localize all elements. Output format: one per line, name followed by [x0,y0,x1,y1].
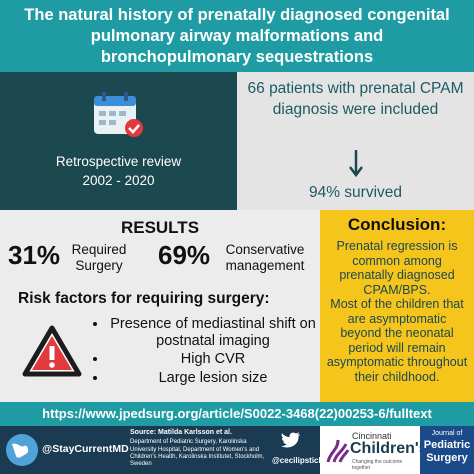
journal-name: Surgery [426,452,468,464]
globe-icon [6,434,38,466]
affiliation: Department of Pediatric Surgery, Karolin… [130,439,265,468]
stat-value: 69% [158,240,211,270]
conclusion-heading: Conclusion: [347,215,447,234]
risk-list: Presence of mediastinal shift on postnat… [88,316,318,388]
patients-panel: 66 patients with prenatal CPAM diagnosis… [237,72,474,210]
header: The natural history of prenatally diagno… [0,0,474,72]
conclusion-text: Most of the children that are asymptomat… [326,297,468,384]
risk-heading: Risk factors for requiring surgery: [18,290,270,307]
survival: 94% survived [308,184,403,201]
hospital-name: Children's [350,440,428,457]
footer: @StayCurrentMD Source: Matilda Karlsson … [0,426,474,474]
title: The natural history of prenatally diagno… [24,6,450,66]
twitter-handle: @cecilipstick [272,456,323,465]
patients-text: 66 patients with prenatal CPAM diagnosis… [247,80,464,118]
study-design: Retrospective review [55,154,182,169]
study-period: 2002 - 2020 [82,173,155,188]
risk-factor: Large lesion size [108,370,318,387]
warning-icon [22,325,82,377]
hospital-tagline: Changing the outcome together [352,459,403,471]
conclusion-panel: Conclusion: Prenatal regression is commo… [320,210,474,402]
twitter-icon [281,432,300,448]
link[interactable]: https://www.jpedsurg.org/article/S0022-3… [42,406,432,421]
stat-label: Conservative management [225,242,305,273]
journal-name: Journal of [431,430,463,437]
stat-value: 31% [8,240,61,270]
arrow [349,150,363,178]
results-heading: RESULTS [120,218,200,237]
link-bar: https://www.jpedsurg.org/article/S0022-3… [0,402,474,426]
calendar-icon [94,92,143,137]
hospital-logo [326,439,350,463]
handle: @StayCurrentMD [42,443,129,455]
stat-label: Required Surgery [71,242,127,273]
risk-factor: High CVR [108,351,318,368]
conclusion-text: Prenatal regression is common among pren… [336,239,458,297]
source: Source: Matilda Karlsson et al. [130,429,232,436]
journal-name: Pediatric [423,439,471,451]
hospital-name: Cincinnati [352,431,392,441]
study-panel: Retrospective review 2002 - 2020 [0,72,237,210]
results-panel: RESULTS 31% Required Surgery 69% Conserv… [0,210,320,402]
risk-factor: Presence of mediastinal shift on postnat… [108,316,318,349]
